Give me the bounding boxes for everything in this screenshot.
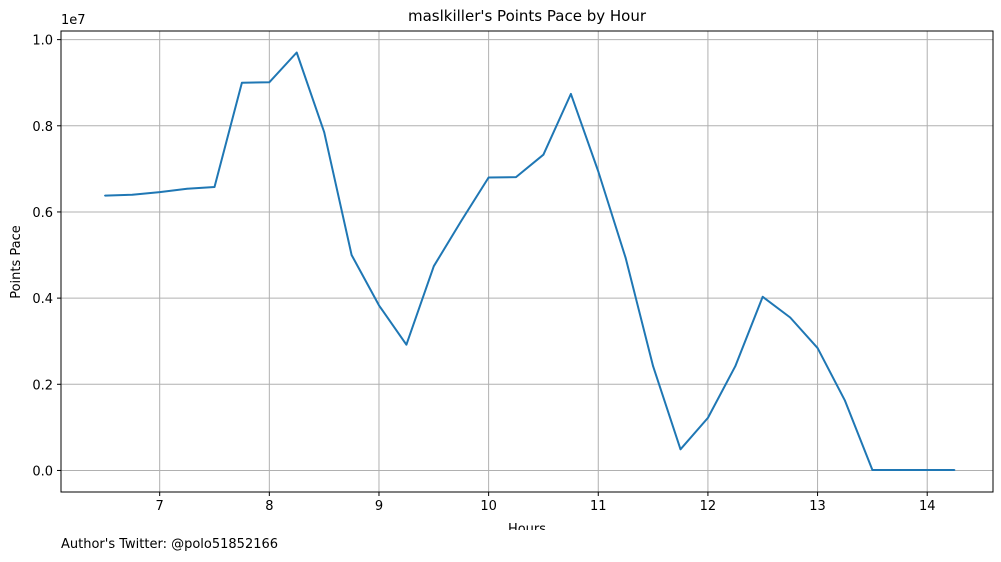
data-point <box>323 131 326 133</box>
data-point <box>268 81 271 84</box>
x-axis-title: Hours <box>508 522 546 530</box>
x-tick-label: 9 <box>375 499 383 514</box>
data-point <box>679 448 682 451</box>
data-point <box>542 153 545 156</box>
data-point <box>816 347 819 349</box>
data-point <box>405 343 408 346</box>
x-tick-label: 7 <box>156 499 164 514</box>
y-axis: 0.0 0.2 0.4 0.6 0.8 1.0 <box>32 34 61 479</box>
y-tick-label: 0.6 <box>32 206 53 221</box>
author-credit: Author's Twitter: @polo51852166 <box>61 537 279 552</box>
data-point <box>350 254 353 256</box>
data-point <box>295 51 298 54</box>
y-offset-label: 1e7 <box>61 13 86 28</box>
data-point <box>378 304 380 307</box>
data-point <box>515 176 517 178</box>
data-point <box>953 469 956 471</box>
data-point <box>487 176 490 179</box>
x-tick-label: 14 <box>919 499 936 514</box>
data-point <box>734 365 737 368</box>
data-point <box>433 265 435 268</box>
data-point <box>213 186 216 188</box>
data-point <box>844 399 846 402</box>
data-point <box>460 220 463 222</box>
series-layer <box>104 51 956 471</box>
line-chart: maslkiller's Points Pace by Hour 7 8 9 10 11… <box>9 7 994 530</box>
data-point <box>570 93 572 95</box>
x-tick-label: 13 <box>809 499 826 514</box>
plot-area-frame <box>60 30 994 493</box>
x-tick-label: 12 <box>700 499 717 514</box>
data-point <box>789 316 791 319</box>
data-point <box>926 469 928 471</box>
data-point <box>652 365 654 368</box>
data-point <box>597 170 600 173</box>
data-point <box>761 296 764 298</box>
data-point <box>104 194 106 197</box>
y-tick-label: 0.0 <box>32 464 53 479</box>
x-axis: 7 8 9 10 11 12 13 14 <box>156 492 936 514</box>
y-axis-title: Points Pace <box>9 225 24 299</box>
series-line-0 <box>104 51 955 471</box>
data-point <box>624 257 627 259</box>
data-point <box>241 81 243 84</box>
data-point <box>871 469 874 471</box>
data-point <box>707 417 709 419</box>
y-tick-label: 0.4 <box>32 292 53 307</box>
chart-title: maslkiller's Points Pace by Hour <box>408 7 647 25</box>
y-tick-label: 0.2 <box>32 378 53 393</box>
data-point <box>131 193 134 196</box>
y-tick-label: 1.0 <box>32 34 53 49</box>
x-tick-label: 11 <box>590 499 607 514</box>
data-point <box>899 469 901 471</box>
grid <box>61 31 993 492</box>
data-point <box>158 191 161 193</box>
x-tick-label: 8 <box>265 499 273 514</box>
y-tick-label: 0.8 <box>32 120 53 135</box>
data-point <box>186 187 188 190</box>
x-tick-label: 10 <box>480 499 497 514</box>
